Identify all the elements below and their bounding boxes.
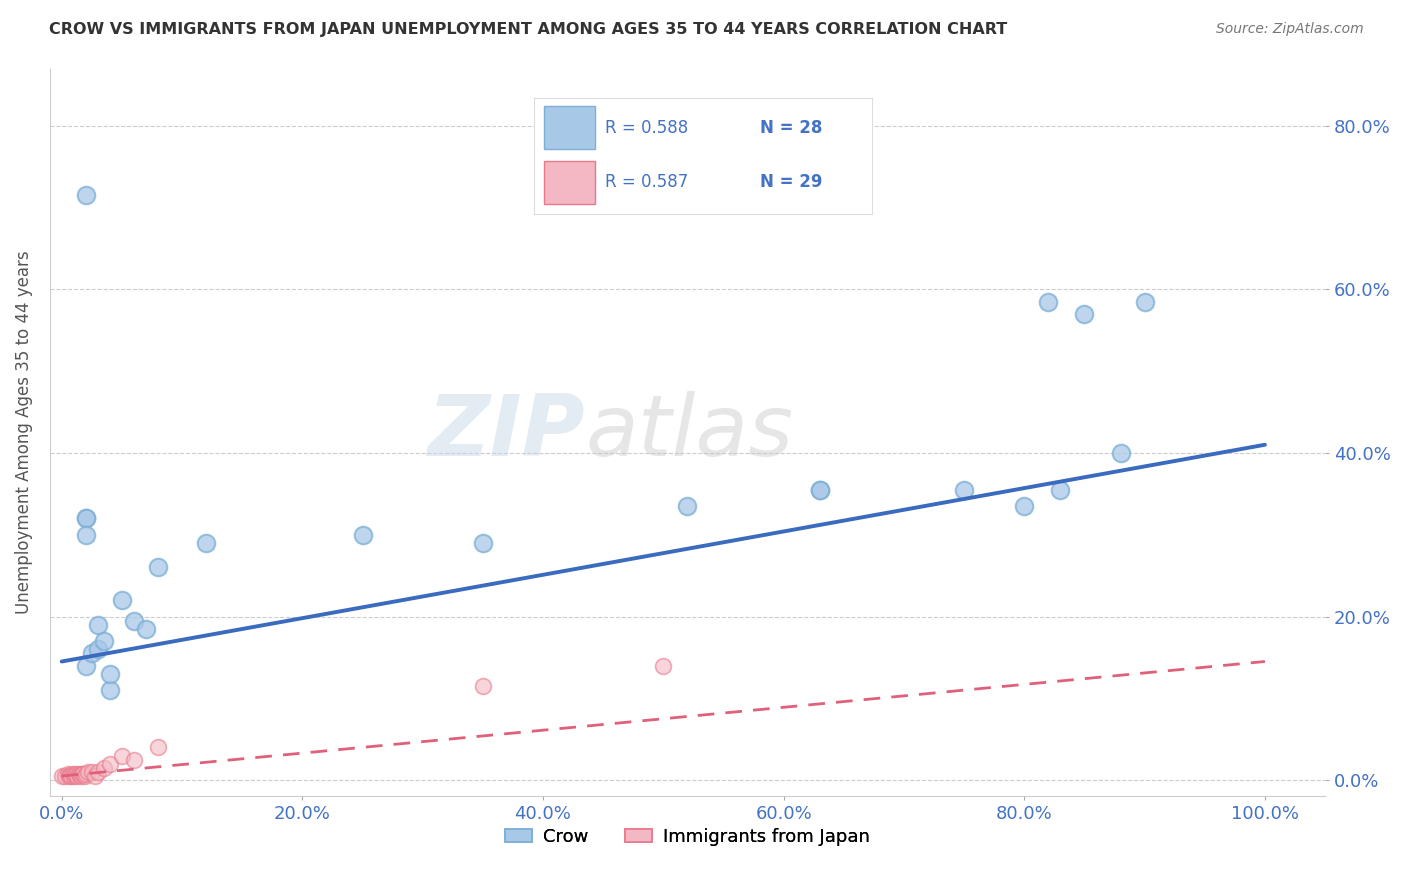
Point [75, 527, 97, 541]
Point [98, 756, 121, 771]
Point [67, 767, 90, 781]
Point [80, 646, 103, 660]
Point [1073, 307, 1095, 321]
Point [73, 769, 96, 783]
Point [60, 769, 83, 783]
Text: CROW VS IMMIGRANTS FROM JAPAN UNEMPLOYMENT AMONG AGES 35 TO 44 YEARS CORRELATION: CROW VS IMMIGRANTS FROM JAPAN UNEMPLOYME… [49, 22, 1008, 37]
Point [53, 769, 76, 783]
Point [59, 768, 82, 782]
Text: R = 0.588: R = 0.588 [605, 119, 689, 136]
Text: N = 29: N = 29 [761, 173, 823, 191]
Point [1109, 446, 1132, 460]
Point [676, 499, 699, 513]
Point [135, 622, 157, 636]
FancyBboxPatch shape [544, 161, 595, 203]
Point [58, 769, 80, 783]
Point [93, 761, 115, 775]
Point [75, 766, 97, 780]
Point [72, 767, 94, 781]
Point [65, 766, 87, 780]
Point [93, 634, 115, 648]
Point [98, 683, 121, 698]
Point [111, 748, 134, 763]
Point [146, 740, 169, 755]
Point [63, 768, 86, 782]
Point [471, 536, 494, 550]
Point [80, 764, 103, 779]
Point [84, 769, 107, 783]
Point [122, 753, 145, 767]
Point [69, 768, 91, 782]
Text: Source: ZipAtlas.com: Source: ZipAtlas.com [1216, 22, 1364, 37]
Point [808, 483, 831, 497]
Text: N = 28: N = 28 [761, 119, 823, 136]
Point [146, 560, 169, 574]
Point [111, 593, 134, 607]
Point [471, 679, 494, 693]
Point [62, 767, 84, 781]
Point [75, 511, 97, 525]
Point [87, 617, 110, 632]
Point [87, 642, 110, 657]
Point [51, 769, 73, 783]
FancyBboxPatch shape [544, 106, 595, 149]
Y-axis label: Unemployment Among Ages 35 to 44 years: Unemployment Among Ages 35 to 44 years [15, 251, 32, 615]
Text: R = 0.587: R = 0.587 [605, 173, 689, 191]
Point [66, 769, 89, 783]
Point [953, 483, 976, 497]
Point [98, 666, 121, 681]
Point [1038, 294, 1060, 309]
Text: atlas: atlas [585, 391, 793, 474]
Point [1014, 499, 1036, 513]
Point [75, 658, 97, 673]
Point [652, 658, 675, 673]
Point [122, 614, 145, 628]
Point [56, 766, 79, 780]
Text: ZIP: ZIP [427, 391, 585, 474]
Point [87, 764, 110, 779]
Point [808, 483, 831, 497]
Point [75, 188, 97, 202]
Point [75, 511, 97, 525]
Point [1049, 483, 1071, 497]
Point [352, 527, 374, 541]
Point [1133, 294, 1156, 309]
Point [70, 769, 93, 783]
Point [195, 536, 218, 550]
Point [62, 769, 84, 783]
Legend: Crow, Immigrants from Japan: Crow, Immigrants from Japan [498, 821, 877, 853]
Point [77, 764, 100, 779]
Point [70, 766, 93, 780]
